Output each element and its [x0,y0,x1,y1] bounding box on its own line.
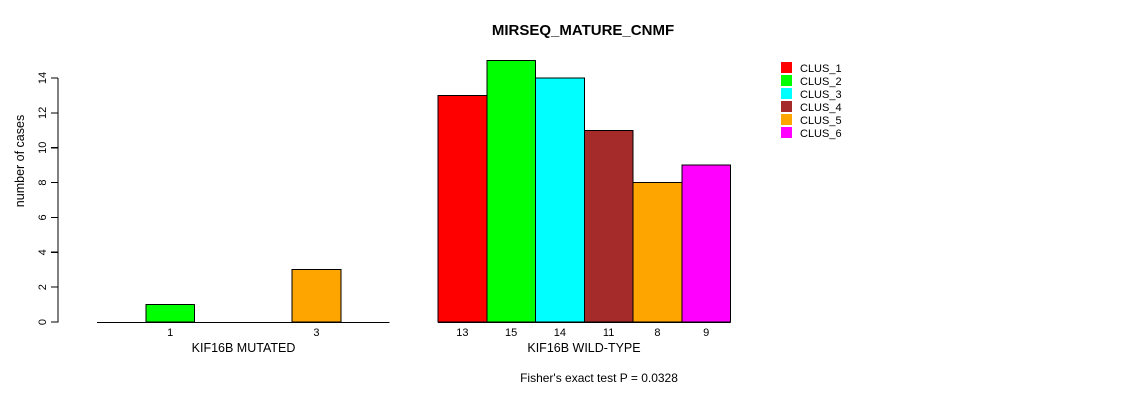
y-tick-label: 6 [37,214,49,220]
bar-value-label: 1 [167,327,173,339]
y-axis: 0 2 4 6 8 10 12 14 [37,72,59,325]
legend-swatch-clus_4 [781,101,792,112]
bar-clus_2 [145,304,195,323]
y-tick-label: 4 [37,249,49,255]
y-tick-label: 8 [37,180,49,186]
legend-label-clus_5: CLUS_5 [800,115,842,127]
bar-clus_5 [632,182,683,323]
y-tick-label: 10 [37,142,49,154]
bar-value-label: 14 [554,327,566,339]
bar-value-label: 13 [456,327,468,339]
bar-clus_1 [437,94,488,323]
bar-value-label: 15 [505,327,517,339]
bar-value-label: 11 [603,327,614,339]
fisher-test-annotation: Fisher's exact test P = 0.0328 [520,371,678,385]
bar-value-label: 3 [313,327,319,339]
bar-value-label: 8 [654,327,660,339]
legend-swatch-clus_6 [781,127,792,138]
y-tick-label: 12 [37,107,49,119]
legend-label-clus_4: CLUS_4 [800,102,842,114]
legend-label-clus_6: CLUS_6 [800,128,842,140]
legend-swatch-clus_5 [781,114,792,125]
chart-title: MIRSEQ_MATURE_CNMF [492,22,674,39]
legend-swatch-clus_1 [781,62,792,73]
y-tick-label: 14 [37,72,49,84]
legend-swatch-clus_3 [781,88,792,99]
legend-label-clus_1: CLUS_1 [800,63,842,75]
bar-clus_3 [535,77,585,323]
bars-layer: 1 3 13 15 14 11 8 9 [97,60,731,339]
legend-label-clus_2: CLUS_2 [800,76,842,88]
legend-label-clus_3: CLUS_3 [800,89,842,101]
group-label-mutated: KIF16B MUTATED [192,341,296,355]
bar-clus_6 [681,164,731,323]
group-label-wildtype: KIF16B WILD-TYPE [527,341,640,355]
bar-value-label: 9 [703,327,709,339]
y-axis-label: number of cases [13,115,27,207]
y-tick-label: 2 [37,284,49,290]
bar-clus_5 [291,269,342,323]
bar-clus_2 [486,60,536,323]
legend-swatch-clus_2 [781,75,792,86]
y-tick-label: 0 [37,319,49,325]
bar-clus_4 [583,129,634,323]
